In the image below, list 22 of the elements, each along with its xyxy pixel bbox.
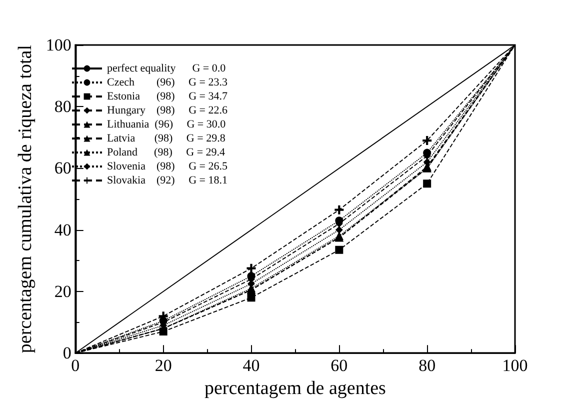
y-axis-title: percentagem cumulativa de riqueza total <box>15 45 36 354</box>
legend-label: Czech (96) G = 23.3 <box>107 76 228 88</box>
x-tick-label: 60 <box>330 356 348 376</box>
x-tick-label: 20 <box>154 356 172 376</box>
x-axis-title: percentagem de agentes <box>204 378 386 399</box>
x-tick-label: 80 <box>418 356 436 376</box>
x-tick-label: 100 <box>502 356 528 376</box>
legend-label: Slovakia (92) G = 18.1 <box>107 174 228 186</box>
legend-label: Slovenia (98) G = 26.5 <box>107 160 228 172</box>
y-tick-label: 40 <box>54 220 72 240</box>
legend-label: Hungary (98) G = 22.6 <box>107 104 228 116</box>
y-tick-label: 20 <box>54 282 72 301</box>
legend-label: Estonia (98) G = 34.7 <box>107 90 228 102</box>
legend-label: perfect equality G = 0.0 <box>107 62 226 74</box>
legend-label: Latvia (98) G = 29.8 <box>107 132 226 144</box>
legend-label: Lithuania (96) G = 30.0 <box>107 118 226 130</box>
y-tick-label: 100 <box>46 36 72 54</box>
y-tick-label: 0 <box>62 344 72 363</box>
legend-label: Poland (98) G = 29.4 <box>107 146 226 158</box>
y-tick-label: 60 <box>54 158 72 178</box>
y-tick-label: 80 <box>54 97 72 116</box>
x-tick-label: 40 <box>242 356 260 376</box>
